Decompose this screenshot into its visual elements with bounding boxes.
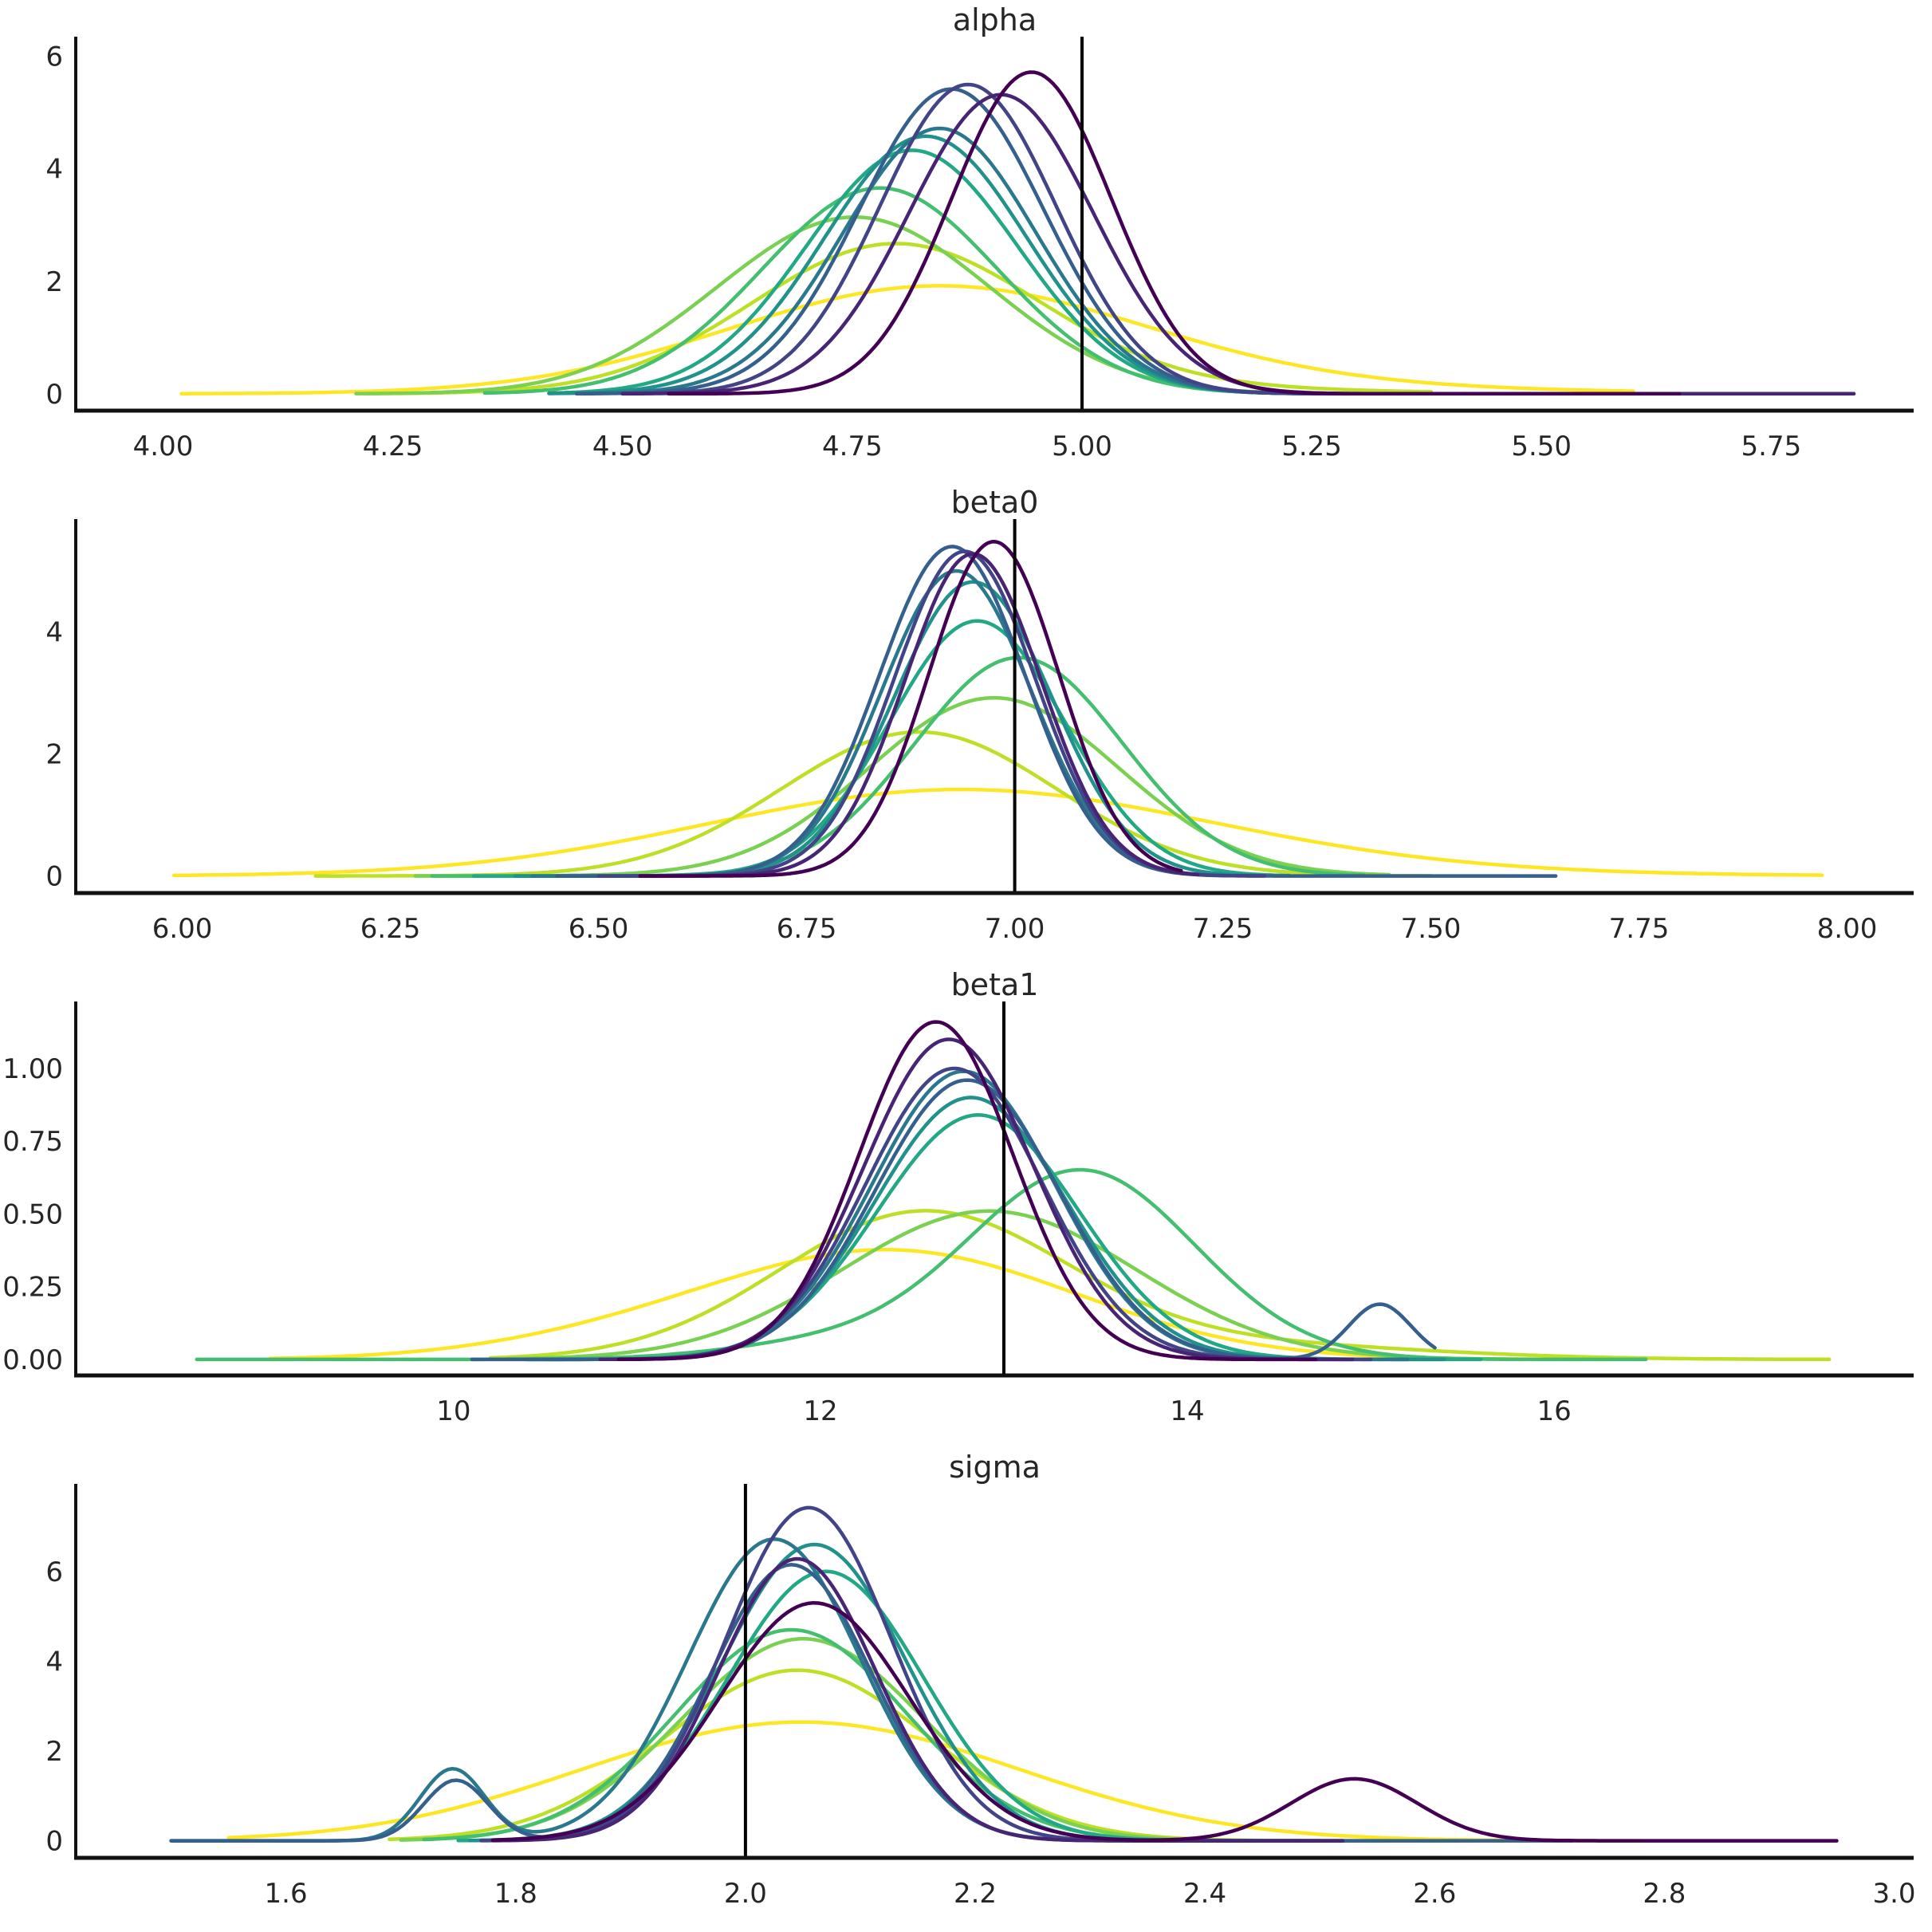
y-tick-label: 2 (45, 739, 63, 771)
subplot-alpha-canvas: 4.00 4.25 4.50 4.75 5.00 5.25 5.50 5.75 0 2 4 6 (45, 37, 1914, 462)
y-tick-label: 0.00 (2, 1344, 63, 1376)
x-tick-label: 2.8 (1643, 1878, 1686, 1910)
kde-curve-2 (363, 242, 1434, 395)
x-tick-label: 10 (436, 1395, 470, 1427)
y-tick-label: 4 (45, 1646, 63, 1678)
kde-curve-1 (171, 787, 1824, 878)
y-tick-label: 0.75 (2, 1126, 63, 1158)
kde-curve-5 (547, 148, 1341, 396)
subplot-beta0-title: beta0 (950, 485, 1039, 520)
x-tick-label: 4.00 (133, 431, 194, 462)
kde-curve-6 (525, 1096, 1446, 1362)
kde-curve-3 (413, 695, 1391, 878)
subplot-sigma-canvas: 1.6 1.8 2.0 2.2 2.4 2.6 2.8 3.0 0 2 4 6 (45, 1484, 1916, 1910)
y-tick-label: 0 (45, 379, 63, 411)
kde-curve-3 (506, 1209, 1538, 1361)
x-tick-label: 2.6 (1413, 1878, 1456, 1910)
x-tick-label: 8.00 (1817, 913, 1878, 945)
y-tick-label: 4 (45, 154, 63, 186)
x-tick-label: 2.2 (954, 1878, 997, 1910)
kde-curve-4 (482, 186, 1314, 395)
kde-curve-8 (169, 1563, 1575, 1843)
kde-curve-11 (667, 70, 1682, 396)
x-tick-label: 5.00 (1052, 431, 1112, 462)
kde-curve-9 (598, 1066, 1373, 1362)
y-tick-label: 0 (45, 861, 63, 893)
y-tick-label: 6 (45, 1556, 63, 1588)
x-tick-label: 2.4 (1183, 1878, 1226, 1910)
kde-curve-4 (195, 1167, 1648, 1362)
x-tick-label: 4.25 (363, 431, 423, 462)
x-tick-label: 4.75 (822, 431, 883, 462)
x-tick-label: 4.50 (592, 431, 653, 462)
y-tick-label: 4 (45, 617, 63, 649)
x-tick-label: 7.00 (985, 913, 1045, 945)
kde-curve-11 (638, 540, 1183, 878)
y-tick-label: 1.00 (2, 1053, 63, 1085)
subplot-sigma: sigma 1.6 1.8 2.0 2.2 2.4 2.6 2.8 3.0 0 2 4 6 (0, 1447, 1932, 1930)
x-tick-label: 3.0 (1872, 1878, 1915, 1910)
x-tick-label: 1.8 (494, 1878, 537, 1910)
kde-curve-6 (513, 580, 1266, 878)
y-tick-label: 0.50 (2, 1198, 63, 1230)
x-tick-label: 6.50 (569, 913, 629, 945)
x-tick-label: 6.25 (360, 913, 421, 945)
x-tick-label: 5.50 (1511, 431, 1572, 462)
y-tick-label: 0 (45, 1826, 63, 1858)
subplot-beta0-canvas: 6.00 6.25 6.50 6.75 7.00 7.25 7.50 7.75 8.00 0 2 4 (45, 519, 1914, 945)
y-tick-label: 2 (45, 266, 63, 298)
x-tick-label: 12 (803, 1395, 837, 1427)
y-tick-label: 0.25 (2, 1272, 63, 1304)
kde-curve-1 (268, 1247, 1575, 1362)
kde-curve-6 (547, 134, 1387, 396)
subplot-alpha-title: alpha (952, 2, 1037, 37)
x-tick-label: 16 (1537, 1395, 1571, 1427)
kde-curve-1 (179, 284, 1635, 395)
subplot-beta1: beta1 10 12 14 16 0.00 0.25 0.50 0.75 1.00 (0, 965, 1932, 1447)
subplot-sigma-title: sigma (949, 1450, 1041, 1485)
x-tick-label: 14 (1170, 1395, 1204, 1427)
kde-curve-9 (620, 82, 1359, 396)
x-tick-label: 6.00 (152, 913, 213, 945)
x-tick-label: 7.50 (1401, 913, 1462, 945)
kde-curve-9 (479, 1505, 1322, 1843)
kde-curve-10 (490, 1556, 1345, 1843)
x-tick-label: 7.75 (1609, 913, 1670, 945)
subplot-beta1-canvas: 10 12 14 16 0.00 0.25 0.50 0.75 1.00 (2, 1001, 1914, 1427)
kde-curve-11 (616, 1020, 1318, 1362)
kde-curve-10 (598, 1037, 1355, 1362)
kde-curve-10 (638, 552, 1200, 878)
y-tick-label: 2 (45, 1736, 63, 1768)
subplot-alpha: alpha 4.00 4.25 4.50 4.75 5.00 5.25 5.50 5.75 0 2… (0, 0, 1932, 482)
x-tick-label: 7.25 (1193, 913, 1253, 945)
x-tick-label: 6.75 (777, 913, 837, 945)
x-tick-label: 5.25 (1281, 431, 1342, 462)
kde-curve-11 (490, 1600, 1839, 1843)
x-tick-label: 2.0 (724, 1878, 767, 1910)
subplot-beta1-title: beta1 (950, 967, 1039, 1002)
subplot-beta0: beta0 6.00 6.25 6.50 6.75 7.00 7.25 7.50 7.75 8.… (0, 482, 1932, 965)
x-tick-label: 5.75 (1741, 431, 1802, 462)
y-tick-label: 6 (45, 41, 63, 73)
x-tick-label: 1.6 (265, 1878, 308, 1910)
